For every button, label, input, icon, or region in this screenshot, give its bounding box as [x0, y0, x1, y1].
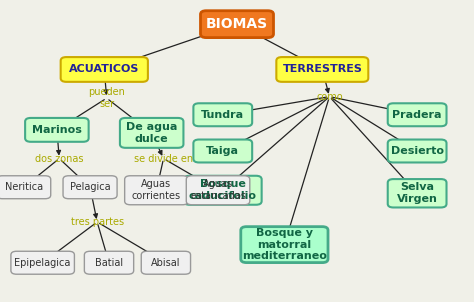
FancyBboxPatch shape	[120, 118, 183, 148]
Text: TERRESTRES: TERRESTRES	[283, 64, 362, 75]
Text: Abisal: Abisal	[151, 258, 181, 268]
FancyBboxPatch shape	[193, 140, 252, 162]
Text: Aguas
estancadas: Aguas estancadas	[190, 179, 246, 201]
FancyBboxPatch shape	[63, 176, 117, 199]
FancyBboxPatch shape	[201, 11, 273, 37]
FancyBboxPatch shape	[25, 118, 89, 142]
Text: Pradera: Pradera	[392, 110, 442, 120]
FancyBboxPatch shape	[388, 179, 447, 207]
Text: Tundra: Tundra	[201, 110, 244, 120]
Text: dos zonas: dos zonas	[35, 153, 83, 164]
FancyBboxPatch shape	[276, 57, 368, 82]
Text: De agua
dulce: De agua dulce	[126, 122, 177, 144]
Text: Bosque y
matorral
mediterraneo: Bosque y matorral mediterraneo	[242, 228, 327, 261]
Text: Selva
Virgen: Selva Virgen	[397, 182, 438, 204]
FancyBboxPatch shape	[84, 251, 134, 274]
FancyBboxPatch shape	[184, 176, 262, 205]
Text: ACUATICOS: ACUATICOS	[69, 64, 139, 75]
Text: pueden
ser: pueden ser	[88, 87, 125, 109]
FancyBboxPatch shape	[241, 226, 328, 262]
Text: Bosque
caducifolio: Bosque caducifolio	[189, 179, 257, 201]
Text: como: como	[316, 92, 343, 102]
Text: BIOMAS: BIOMAS	[206, 17, 268, 31]
FancyBboxPatch shape	[141, 251, 191, 274]
Text: tres partes: tres partes	[71, 217, 124, 227]
FancyBboxPatch shape	[11, 251, 74, 274]
Text: Pelagica: Pelagica	[70, 182, 110, 192]
Text: Taiga: Taiga	[206, 146, 239, 156]
Text: Desierto: Desierto	[391, 146, 444, 156]
Text: Aguas
corrientes: Aguas corrientes	[132, 179, 181, 201]
Text: Batial: Batial	[95, 258, 123, 268]
FancyBboxPatch shape	[193, 103, 252, 126]
Text: Marinos: Marinos	[32, 125, 82, 135]
FancyBboxPatch shape	[125, 176, 188, 205]
FancyBboxPatch shape	[388, 140, 447, 162]
Text: Neritica: Neritica	[5, 182, 43, 192]
FancyBboxPatch shape	[61, 57, 148, 82]
Text: se divide en: se divide en	[134, 153, 193, 164]
Text: Epipelagica: Epipelagica	[15, 258, 71, 268]
FancyBboxPatch shape	[388, 103, 447, 126]
FancyBboxPatch shape	[186, 176, 250, 205]
FancyBboxPatch shape	[0, 176, 51, 199]
